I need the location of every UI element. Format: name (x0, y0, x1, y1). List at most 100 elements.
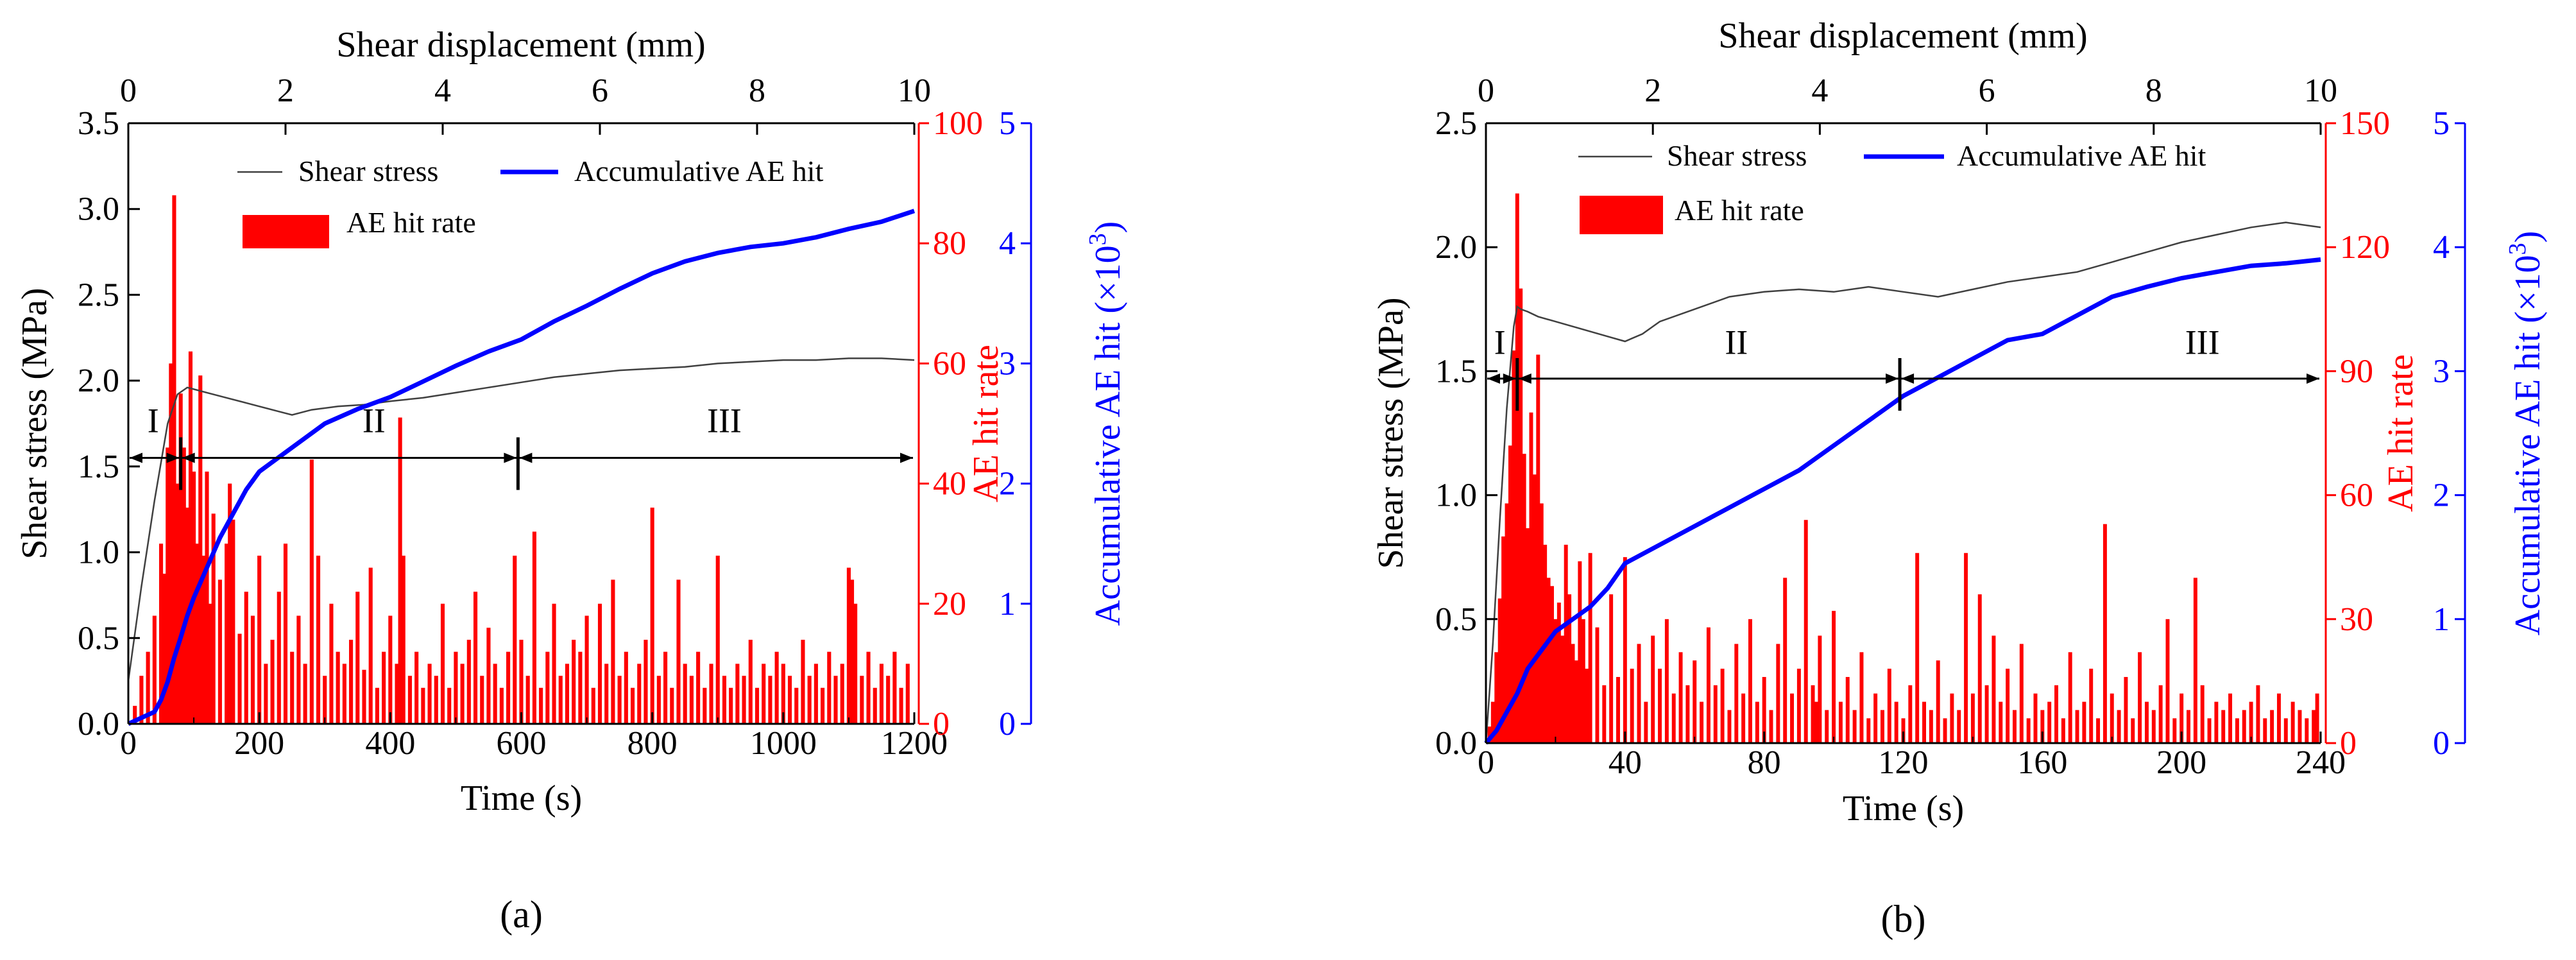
ae-hit-rate-bar (1574, 660, 1578, 743)
ae-hit-rate-bar (552, 603, 556, 724)
legend-rate-label: AE hit rate (1675, 194, 1804, 227)
ae-hit-rate-bar (1522, 454, 1526, 743)
ae-hit-rate-bar (2096, 718, 2101, 743)
y-accum-tick-label: 4 (999, 225, 1016, 262)
ae-hit-rate-bar (1852, 710, 1857, 743)
ae-hit-rate-bar (1790, 693, 1795, 743)
stage-arrowhead-right (900, 452, 913, 463)
ae-hit-rate-bar (1658, 669, 1662, 743)
x-tick-label: 1000 (750, 725, 817, 762)
ae-hit-rate-bar (670, 687, 674, 724)
ae-hit-rate-bar (545, 651, 550, 724)
ae-hit-rate-bar (755, 687, 760, 724)
y-rate-tick-label: 60 (933, 345, 966, 382)
ae-hit-rate-bar (1581, 619, 1585, 743)
x-axis-title: Time (s) (461, 778, 582, 818)
y-left-tick-label: 0.0 (78, 706, 119, 742)
ae-hit-rate-bar (205, 471, 209, 724)
ae-hit-rate-bar (1887, 669, 1891, 743)
stage-label: II (363, 401, 386, 440)
y-accum-tick-label: 2 (2433, 477, 2450, 514)
ae-hit-rate-bar (1539, 503, 1544, 743)
ae-hit-rate-bar (1957, 710, 1961, 743)
ae-hit-rate-bar (1553, 619, 1558, 743)
ae-hit-rate-bar (1595, 627, 1599, 743)
y-accum-axis-title-main: Accumulative AE hit (×10 (2508, 255, 2548, 635)
ae-hit-rate-bar (2131, 718, 2135, 743)
ae-hit-rate-bar (650, 508, 654, 724)
legend-rate-swatch (1580, 196, 1663, 234)
ae-hit-rate-bar (1560, 635, 1565, 743)
x-tick-label: 600 (497, 725, 547, 762)
x-tick-label: 120 (1879, 744, 1929, 781)
stage-annotations: I II III (1487, 323, 2319, 411)
ae-hit-rate-bar (1497, 598, 1502, 743)
ae-hit-rate-bar (375, 687, 379, 724)
ae-hit-rate-bar (175, 483, 180, 724)
ae-hit-rate-bar (787, 676, 792, 724)
y-accum-tick-label: 1 (999, 586, 1016, 622)
ae-hit-rate-bar (558, 676, 563, 724)
x-tick-label: 240 (2296, 744, 2346, 781)
ae-hit-rate-bar (1783, 578, 1787, 743)
ae-hit-rate-bar (2089, 669, 2094, 743)
ae-hit-rate-bar (283, 544, 288, 724)
ae-hit-rate-bar (696, 651, 701, 724)
ae-hit-rate-bar (2033, 693, 2038, 743)
x-tick-label: 800 (627, 725, 678, 762)
ae-hit-rate-bar (349, 639, 354, 724)
y-left-tick-label: 2.5 (78, 277, 119, 313)
ae-hit-rate-bar (2040, 710, 2045, 743)
y-rate-axis-title: AE hit rate (2381, 354, 2421, 512)
x-tick-label: 400 (365, 725, 415, 762)
y-accum-axis-title-main: Accumulative AE hit (×10 (1088, 245, 1128, 626)
ae-hit-rate-bar (1671, 693, 1676, 743)
ae-hit-rate-bar (460, 664, 465, 724)
x-tick-label: 200 (234, 725, 284, 762)
ae-hit-rate-bar (617, 676, 622, 724)
ae-hit-rate-bar (1776, 644, 1780, 743)
ae-hit-rate-bar (1929, 710, 1933, 743)
y-accum-tick-label: 5 (2433, 105, 2450, 142)
ae-hit-rate-bar (1557, 603, 1561, 743)
ae-hit-rate-bar (2158, 685, 2163, 743)
ae-hit-rate-bar (1859, 652, 1864, 743)
y-accum-axis-title: Accumulative AE hit (×103) (1084, 221, 1128, 626)
ae-hit-rate-bar (1727, 710, 1732, 743)
ae-hit-rate-bars (1487, 193, 2319, 744)
x-top-tick-label: 2 (1644, 73, 1661, 109)
ae-hit-rate-bar (362, 669, 366, 724)
ae-hit-rate-bar (1922, 701, 1927, 743)
y-rate-tick-label: 100 (933, 105, 983, 142)
y-rate-tick-label: 20 (933, 586, 966, 622)
ae-hit-rate-bar (1623, 557, 1627, 743)
ae-hit-rate-bar (139, 676, 144, 724)
ae-hit-rate-bar (211, 513, 216, 724)
y-accum-axis-title-sup: 3 (2504, 243, 2531, 255)
stage-label: III (2185, 323, 2220, 361)
ae-hit-rate-bar (2019, 644, 2024, 743)
ae-hit-rate-bar (395, 664, 399, 724)
y-accum-axis-title-sup: 3 (1084, 233, 1111, 245)
shear-stress-line (127, 357, 915, 681)
ae-hit-rate-bar (572, 639, 576, 724)
ae-hit-rate-bar (748, 639, 753, 724)
ae-hit-rate-bar (499, 687, 504, 724)
y-left-axis-title: Shear stress (MPa) (1371, 297, 1411, 569)
stage-arrowhead-right (1503, 373, 1516, 384)
ae-hit-rate-bar (1734, 644, 1739, 743)
ae-hit-rate-bar (1571, 644, 1575, 743)
ae-hit-rate-bar (2283, 718, 2288, 743)
ae-hit-rate-bar (188, 351, 193, 724)
ae-hit-rate-bar (368, 567, 373, 724)
ae-hit-rate-bar (407, 676, 413, 724)
ae-hit-rate-bar (814, 664, 818, 724)
y-accum-tick-label: 3 (999, 345, 1016, 382)
ae-hit-rate-bar (225, 544, 229, 724)
ae-hit-rate-bar (1588, 553, 1592, 743)
ae-hit-rate-bar (401, 555, 405, 724)
ae-hit-rate-bar (2172, 718, 2177, 743)
ae-hit-rate-bar (1564, 544, 1568, 743)
ae-hit-rate-bar (466, 639, 471, 724)
ae-hit-rate-bar (849, 579, 855, 724)
